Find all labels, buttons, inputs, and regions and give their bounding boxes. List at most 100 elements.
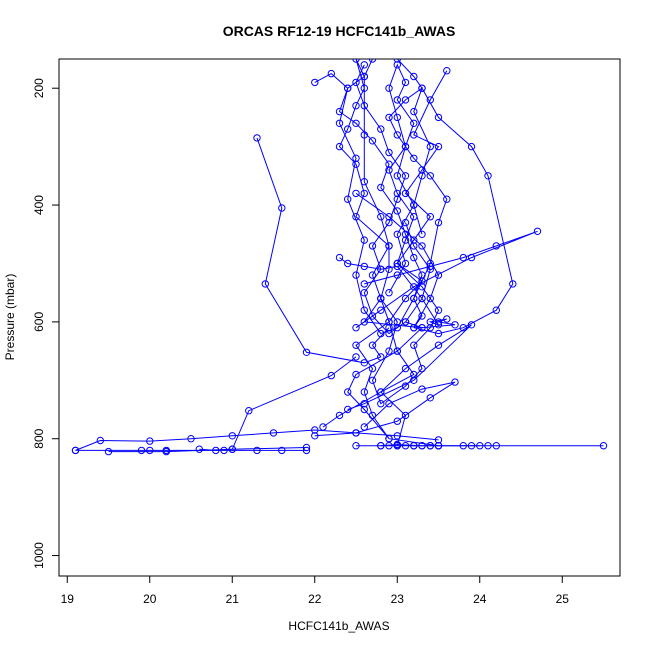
data-point — [368, 271, 377, 279]
data-point — [451, 321, 459, 329]
data-point — [261, 280, 269, 288]
data-point — [327, 69, 335, 78]
data-point — [302, 446, 311, 455]
data-point — [393, 195, 401, 203]
data-point — [418, 324, 426, 332]
data-point — [228, 445, 237, 453]
data-point — [385, 242, 393, 250]
data-point — [377, 353, 385, 361]
data-point — [434, 341, 443, 349]
data-point — [401, 230, 410, 239]
x-axis-label: HCFC141b_AWAS — [288, 619, 389, 633]
data-point — [352, 59, 360, 63]
data-point — [344, 388, 352, 396]
data-point — [385, 84, 393, 92]
data-point — [393, 207, 401, 215]
data-point — [352, 160, 360, 168]
data-point — [344, 405, 352, 414]
data-point — [360, 262, 368, 271]
data-point — [71, 446, 80, 455]
data-point — [443, 195, 451, 203]
data-point — [385, 442, 393, 450]
data-point — [335, 142, 344, 151]
data-point — [401, 259, 410, 268]
data-point — [467, 142, 476, 151]
data-point — [377, 213, 385, 221]
series-line — [314, 381, 456, 437]
data-point — [434, 306, 443, 314]
data-point — [269, 429, 278, 437]
data-point — [443, 315, 451, 323]
data-point — [393, 96, 401, 104]
data-point — [360, 289, 368, 297]
series-line — [379, 63, 423, 446]
data-point — [360, 61, 368, 69]
data-point — [377, 306, 385, 314]
data-point — [410, 131, 418, 139]
data-point — [368, 376, 377, 384]
data-point — [492, 442, 500, 450]
data-point — [377, 400, 385, 408]
data-point — [418, 166, 426, 174]
data-point — [426, 294, 434, 303]
series-line — [108, 447, 307, 453]
data-point — [410, 154, 418, 163]
series-line — [256, 137, 390, 364]
data-point — [418, 385, 426, 393]
data-point — [434, 271, 443, 279]
data-point — [401, 318, 410, 326]
data-point — [533, 227, 542, 236]
data-point — [426, 142, 434, 151]
x-tick-label: 19 — [61, 592, 75, 606]
data-point — [393, 440, 401, 449]
data-point — [385, 148, 393, 157]
data-point — [311, 78, 319, 87]
data-point — [401, 294, 410, 303]
data-point — [253, 134, 261, 142]
data-point — [352, 154, 360, 163]
data-point — [368, 341, 377, 349]
series-line — [355, 230, 538, 329]
data-point — [360, 423, 368, 431]
data-point — [360, 405, 368, 414]
data-point — [426, 213, 434, 221]
data-point — [385, 400, 393, 408]
data-point — [352, 429, 360, 437]
data-point — [393, 318, 401, 326]
data-point — [278, 446, 286, 455]
data-point — [410, 119, 418, 128]
data-point — [335, 119, 344, 128]
x-tick-label: 21 — [226, 592, 240, 606]
data-point — [418, 312, 426, 320]
y-tick-label: 600 — [32, 312, 46, 332]
data-point — [220, 446, 228, 455]
data-point — [368, 242, 377, 250]
data-point — [195, 445, 204, 453]
data-point — [162, 447, 171, 456]
data-point — [335, 107, 344, 116]
data-point — [434, 142, 443, 151]
data-point — [418, 294, 426, 303]
data-point — [426, 394, 434, 402]
data-point — [360, 388, 368, 396]
data-point — [410, 253, 418, 262]
data-point — [418, 271, 426, 279]
data-point — [434, 321, 443, 329]
x-tick-label: 24 — [473, 592, 487, 606]
data-point — [344, 125, 352, 133]
data-point — [476, 442, 484, 450]
data-point — [352, 341, 360, 349]
data-point — [410, 294, 418, 303]
data-point — [393, 59, 401, 63]
series-line — [355, 64, 431, 335]
x-tick-label: 20 — [143, 592, 157, 606]
data-point — [393, 230, 401, 239]
data-point — [410, 376, 418, 384]
data-point — [377, 125, 385, 133]
data-point — [443, 67, 451, 75]
data-point — [385, 218, 393, 227]
data-point — [426, 442, 434, 450]
data-point — [509, 280, 517, 288]
data-point — [401, 218, 410, 227]
data-point — [393, 172, 401, 180]
